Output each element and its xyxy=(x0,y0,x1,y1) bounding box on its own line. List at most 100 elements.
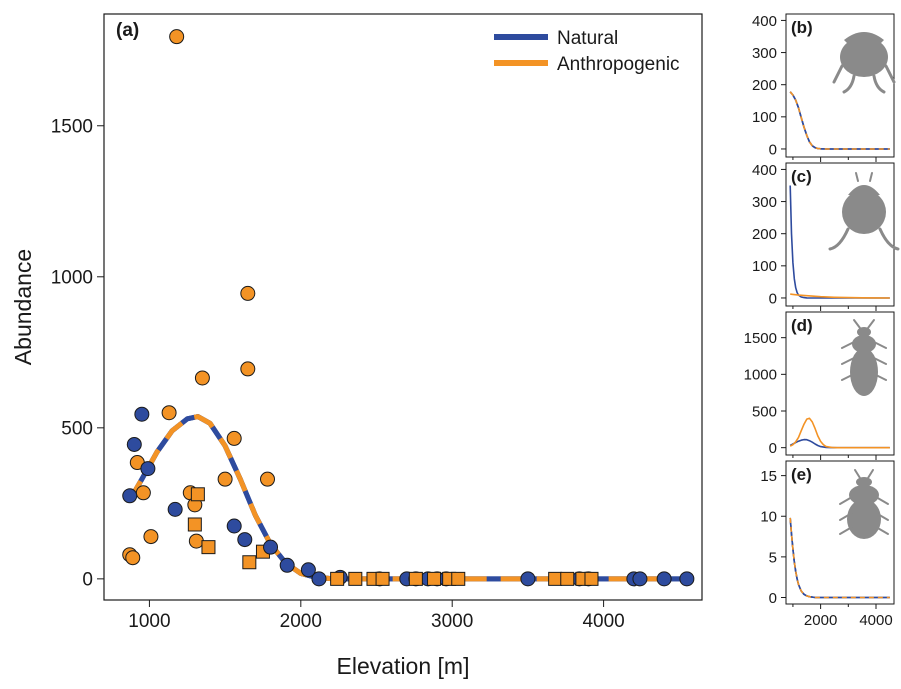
beetle-leg xyxy=(873,373,887,381)
beetle-leg xyxy=(839,526,853,535)
data-point-natural-circle xyxy=(134,406,150,422)
data-point-anthropogenic-square xyxy=(201,540,216,555)
data-point-anthropogenic-square xyxy=(375,571,390,586)
y-tick-label: 0 xyxy=(82,570,93,591)
beetle-leg xyxy=(839,496,853,505)
data-point-anthropogenic-square xyxy=(330,571,345,586)
data-point-anthropogenic-circle xyxy=(217,471,233,487)
y-tick-label: 200 xyxy=(752,226,777,243)
data-point-anthropogenic-circle xyxy=(194,370,210,386)
panel-label: (c) xyxy=(791,167,812,186)
data-point-natural-circle xyxy=(140,461,156,477)
x-tick-label: 3000 xyxy=(431,611,473,632)
beetle-leg xyxy=(841,341,855,349)
x-tick-label: 2000 xyxy=(280,611,322,632)
data-point-natural-circle xyxy=(632,571,648,587)
plot-area xyxy=(789,417,890,449)
data-point-anthropogenic-circle xyxy=(169,29,185,45)
data-point-anthropogenic-square xyxy=(408,571,423,586)
legend-label-natural: Natural xyxy=(557,28,618,49)
data-point-natural-circle xyxy=(520,571,536,587)
beetle-leg xyxy=(875,496,889,505)
data-point-natural-circle xyxy=(300,562,316,578)
panel-d: 0 500 1000 1500 (d) xyxy=(744,311,895,460)
beetle-antenna xyxy=(867,469,874,479)
y-tick-label: 100 xyxy=(752,258,777,275)
panel-e: 0 5 10 15 2000 4000 (e) xyxy=(760,460,895,629)
plot-frame xyxy=(103,13,703,601)
data-point-anthropogenic-square xyxy=(584,571,599,586)
panel-label: (e) xyxy=(791,465,812,484)
beetle-leg xyxy=(884,64,896,84)
data-point-anthropogenic-square xyxy=(560,571,575,586)
beetle-antenna xyxy=(869,172,873,182)
beetle-head xyxy=(848,185,880,195)
data-point-anthropogenic-square xyxy=(187,517,202,532)
data-point-natural-circle xyxy=(279,557,295,573)
beetle-antenna xyxy=(867,319,875,329)
data-point-anthropogenic-circle xyxy=(240,361,256,377)
beetle-silhouette-icon xyxy=(839,469,889,539)
beetle-silhouette-icon xyxy=(832,32,896,94)
beetle-thorax xyxy=(849,485,879,505)
plot-area xyxy=(789,185,890,299)
beetle-body xyxy=(842,190,886,234)
y-tick-label: 400 xyxy=(752,13,777,30)
y-tick-label: 0 xyxy=(769,290,777,307)
data-point-anthropogenic-square xyxy=(451,571,466,586)
y-tick-label: 1000 xyxy=(51,268,93,289)
beetle-body xyxy=(840,37,888,77)
beetle-silhouette-icon xyxy=(828,172,900,251)
data-point-anthropogenic-circle xyxy=(143,529,159,545)
beetle-leg xyxy=(875,526,889,535)
beetle-silhouette-icon xyxy=(841,319,887,396)
panel-label: (b) xyxy=(791,18,813,37)
data-point-anthropogenic-circle xyxy=(260,471,276,487)
data-point-anthropogenic-circle xyxy=(240,285,256,301)
data-point-natural-circle xyxy=(122,488,138,504)
beetle-leg xyxy=(873,357,887,365)
data-point-natural-circle xyxy=(167,501,183,517)
y-tick-label: 300 xyxy=(752,45,777,62)
data-point-anthropogenic-circle xyxy=(161,405,177,421)
panel-c: 0 100 200 300 400 (c) xyxy=(752,162,900,311)
beetle-body xyxy=(850,348,878,396)
x-tick-label: 1000 xyxy=(128,611,170,632)
data-point-anthropogenic-circle xyxy=(188,533,204,549)
beetle-leg xyxy=(841,373,855,381)
y-tick-label: 1500 xyxy=(51,117,93,138)
data-point-anthropogenic-square xyxy=(427,571,442,586)
x-axis-title: Elevation [m] xyxy=(337,653,470,679)
series-line-anthropogenic-base xyxy=(789,91,890,150)
y-tick-label: 500 xyxy=(61,419,93,440)
beetle-thorax xyxy=(852,335,876,353)
y-tick-label: 5 xyxy=(769,549,777,566)
beetle-antenna xyxy=(855,172,859,182)
legend: Natural Anthropogenic xyxy=(494,28,680,75)
data-point-natural-circle xyxy=(226,518,242,534)
beetle-body xyxy=(847,499,881,539)
plot-frame xyxy=(785,162,895,307)
beetle-leg xyxy=(842,74,856,94)
beetle-head xyxy=(844,32,884,46)
panel-label: (d) xyxy=(791,316,813,335)
x-tick-label: 4000 xyxy=(582,611,624,632)
beetle-leg xyxy=(872,74,886,94)
y-tick-label: 1000 xyxy=(744,367,777,384)
data-point-natural-circle xyxy=(126,436,142,452)
data-point-anthropogenic-circle xyxy=(125,550,141,566)
y-tick-label: 0 xyxy=(769,440,777,457)
y-tick-label: 10 xyxy=(760,509,777,526)
beetle-antenna xyxy=(853,319,861,329)
legend-label-anthropogenic: Anthropogenic xyxy=(557,54,680,75)
y-tick-label: 400 xyxy=(752,162,777,179)
series-line-anthropogenic xyxy=(790,293,890,299)
data-point-natural-circle xyxy=(656,571,672,587)
x-tick-label: 2000 xyxy=(804,612,837,629)
y-tick-label: 15 xyxy=(760,468,777,485)
data-point-natural-circle xyxy=(679,571,695,587)
panel-b: 0 100 200 300 400 (b) xyxy=(752,13,896,162)
data-point-anthropogenic-square xyxy=(190,487,205,502)
y-tick-label: 0 xyxy=(769,590,777,607)
y-tick-label: 500 xyxy=(752,403,777,420)
